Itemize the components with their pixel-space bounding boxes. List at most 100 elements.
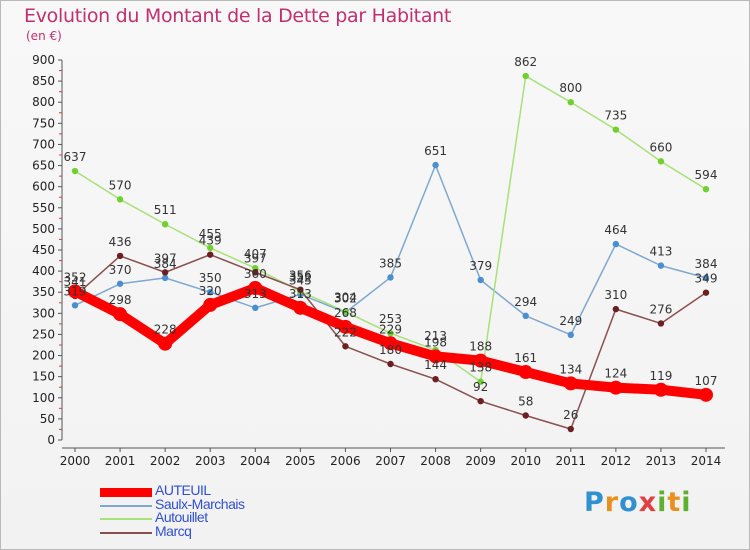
data-point bbox=[612, 305, 620, 313]
data-point bbox=[207, 251, 214, 258]
data-point bbox=[702, 289, 710, 296]
logo-letter: r bbox=[604, 487, 620, 518]
data-point bbox=[116, 252, 124, 260]
chart-title: Evolution du Montant de la Dette par Hab… bbox=[24, 5, 452, 27]
data-label: 310 bbox=[604, 288, 627, 302]
data-point bbox=[207, 244, 214, 252]
y-tick-label: 600 bbox=[32, 180, 55, 194]
data-label: 294 bbox=[514, 295, 537, 309]
legend-label: Saulx-Marchais bbox=[155, 495, 245, 512]
data-label: 413 bbox=[649, 245, 672, 259]
data-label: 735 bbox=[604, 109, 627, 123]
data-point bbox=[522, 312, 529, 320]
data-label: 222 bbox=[334, 325, 357, 339]
data-point bbox=[522, 72, 529, 80]
data-point bbox=[702, 186, 710, 193]
legend-label: Autouillet bbox=[155, 509, 208, 525]
data-label: 384 bbox=[154, 257, 177, 271]
data-point bbox=[293, 300, 308, 315]
data-label: 304 bbox=[334, 291, 357, 305]
data-label: 26 bbox=[563, 408, 578, 422]
logo-letter: i bbox=[681, 487, 692, 518]
data-point bbox=[338, 319, 353, 334]
data-label: 397 bbox=[244, 251, 267, 265]
data-point bbox=[342, 308, 349, 315]
data-label: 651 bbox=[424, 144, 447, 158]
y-tick-label: 550 bbox=[32, 201, 55, 215]
legend-swatch bbox=[100, 487, 152, 497]
y-tick-label: 500 bbox=[32, 222, 55, 236]
data-label: 313 bbox=[244, 287, 267, 301]
legend-swatch bbox=[100, 504, 152, 507]
data-point bbox=[567, 331, 574, 339]
y-tick-label: 300 bbox=[32, 306, 55, 320]
data-label: 341 bbox=[64, 275, 87, 289]
data-label: 385 bbox=[379, 256, 402, 270]
data-label: 134 bbox=[559, 362, 582, 376]
data-label: 350 bbox=[199, 271, 222, 285]
data-label: 124 bbox=[604, 367, 627, 381]
data-point bbox=[207, 289, 214, 296]
logo-letter: t bbox=[667, 487, 682, 518]
logo-letter: x bbox=[638, 487, 658, 518]
data-label: 302 bbox=[334, 291, 357, 305]
y-tick-label: 750 bbox=[32, 116, 55, 130]
data-label: 92 bbox=[473, 380, 488, 394]
data-point bbox=[158, 336, 173, 351]
legend-swatch bbox=[100, 518, 152, 520]
x-tick-label: 2004 bbox=[240, 454, 271, 468]
y-tick-label: 450 bbox=[32, 243, 55, 257]
y-tick-label: 0 bbox=[47, 433, 55, 447]
data-label: 511 bbox=[154, 203, 177, 217]
x-tick-label: 2010 bbox=[510, 454, 541, 468]
data-point bbox=[116, 280, 124, 287]
data-label: 144 bbox=[424, 358, 447, 372]
data-label: 138 bbox=[469, 361, 492, 375]
data-point bbox=[252, 304, 259, 312]
data-label: 455 bbox=[199, 227, 222, 241]
data-label: 213 bbox=[424, 329, 447, 343]
x-tick-label: 2008 bbox=[420, 454, 451, 468]
x-tick-label: 2001 bbox=[105, 454, 136, 468]
data-label: 198 bbox=[424, 335, 447, 349]
data-label: 436 bbox=[109, 235, 132, 249]
data-label: 800 bbox=[559, 81, 582, 95]
data-label: 370 bbox=[109, 263, 132, 277]
data-label: 180 bbox=[379, 343, 402, 357]
data-point bbox=[477, 397, 484, 405]
y-tick-label: 100 bbox=[32, 391, 55, 405]
data-point bbox=[383, 336, 398, 351]
data-point bbox=[567, 99, 574, 106]
data-label: 352 bbox=[64, 270, 87, 284]
data-point bbox=[567, 425, 574, 433]
data-label: 407 bbox=[244, 247, 267, 261]
x-tick-label: 2006 bbox=[330, 454, 361, 468]
data-label: 397 bbox=[154, 251, 177, 265]
logo-letter: P bbox=[584, 487, 605, 518]
data-point bbox=[161, 269, 169, 276]
data-label: 439 bbox=[199, 234, 222, 248]
x-tick-label: 2002 bbox=[150, 454, 181, 468]
data-label: 352 bbox=[289, 270, 312, 284]
y-tick-label: 850 bbox=[32, 74, 55, 88]
data-point bbox=[428, 349, 443, 364]
series-line-saulx-marchais bbox=[74, 164, 707, 336]
data-point bbox=[116, 196, 124, 203]
data-label: 379 bbox=[469, 259, 492, 273]
x-tick-label: 2000 bbox=[60, 454, 91, 468]
data-label: 228 bbox=[154, 323, 177, 337]
data-point bbox=[657, 158, 665, 165]
data-point bbox=[113, 307, 128, 322]
data-label: 268 bbox=[334, 306, 357, 320]
y-tick-label: 50 bbox=[40, 412, 55, 426]
x-tick-label: 2013 bbox=[646, 454, 677, 468]
x-tick-label: 2003 bbox=[195, 454, 226, 468]
data-label: 188 bbox=[469, 340, 492, 354]
data-point bbox=[432, 161, 439, 169]
data-label: 276 bbox=[649, 302, 672, 316]
x-tick-label: 2014 bbox=[691, 454, 722, 468]
data-label: 862 bbox=[514, 55, 537, 69]
x-tick-label: 2012 bbox=[601, 454, 632, 468]
y-tick-label: 650 bbox=[32, 159, 55, 173]
